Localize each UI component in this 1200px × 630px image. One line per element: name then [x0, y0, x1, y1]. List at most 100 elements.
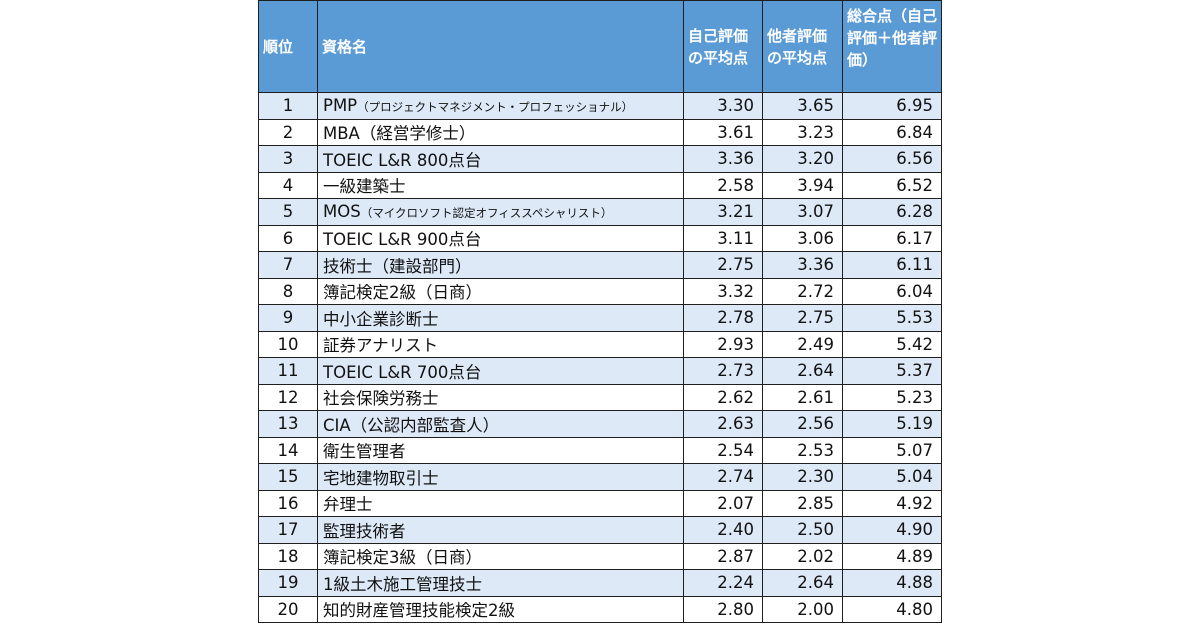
certification-name: 簿記検定2級（日商） — [323, 283, 482, 303]
table-row: 10 証券アナリスト 2.93 2.49 5.42 — [258, 330, 942, 358]
table-row: 20 知的財産管理技能検定2級 2.80 2.00 4.80 — [258, 595, 942, 623]
other-avg-cell: 2.72 — [762, 277, 843, 305]
self-avg-cell: 2.07 — [683, 489, 763, 517]
certification-name: MOS — [323, 202, 361, 222]
certification-name-cell: MOS（マイクロソフト認定オフィススペシャリスト） — [317, 198, 684, 226]
certification-name: 中小企業診断士 — [323, 309, 439, 329]
certification-name-cell: 弁理士 — [317, 489, 684, 517]
table-row: 3 TOEIC L&R 800点台 3.36 3.20 6.56 — [258, 145, 942, 173]
self-avg-cell: 3.11 — [683, 224, 763, 252]
other-avg-cell: 2.30 — [762, 463, 843, 491]
certification-name: MBA（経営学修士） — [323, 124, 476, 144]
certification-name-cell: 宅地建物取引士 — [317, 463, 684, 491]
table-row: 6 TOEIC L&R 900点台 3.11 3.06 6.17 — [258, 224, 942, 252]
other-avg-cell: 3.23 — [762, 118, 843, 146]
other-avg-cell: 3.94 — [762, 171, 843, 199]
self-avg-cell: 3.30 — [683, 92, 763, 120]
certification-name: TOEIC L&R 900点台 — [323, 230, 482, 250]
other-avg-cell: 3.07 — [762, 198, 843, 226]
other-avg-cell: 2.49 — [762, 330, 843, 358]
table-row: 18 簿記検定3級（日商） 2.87 2.02 4.89 — [258, 542, 942, 570]
other-avg-cell: 3.20 — [762, 145, 843, 173]
rank-cell: 8 — [258, 277, 318, 305]
table-row: 9 中小企業診断士 2.78 2.75 5.53 — [258, 304, 942, 332]
certification-name-cell: 簿記検定2級（日商） — [317, 277, 684, 305]
table-row: 5 MOS（マイクロソフト認定オフィススペシャリスト） 3.21 3.07 6.28 — [258, 198, 942, 226]
total-score-cell: 6.95 — [842, 92, 942, 120]
other-avg-cell: 2.85 — [762, 489, 843, 517]
total-score-cell: 6.52 — [842, 171, 942, 199]
ranking-table-container: 順位 資格名 自己評価の平均点 他者評価の平均点 総合点（自己評価＋他者評価） … — [258, 0, 942, 623]
table-body: 1 PMP（プロジェクトマネジメント・プロフェッショナル） 3.30 3.65 6.95… — [258, 92, 942, 623]
header-name: 資格名 — [317, 0, 684, 93]
rank-cell: 9 — [258, 304, 318, 332]
certification-name: 衛生管理者 — [323, 442, 406, 462]
self-avg-cell: 2.80 — [683, 595, 763, 623]
certification-name-cell: CIA（公認内部監査人） — [317, 410, 684, 438]
total-score-cell: 6.56 — [842, 145, 942, 173]
self-avg-cell: 2.62 — [683, 383, 763, 411]
self-avg-cell: 2.75 — [683, 251, 763, 279]
certification-name: 1級土木施工管理技士 — [323, 574, 482, 594]
rank-cell: 7 — [258, 251, 318, 279]
header-self-avg: 自己評価の平均点 — [683, 0, 763, 93]
certification-name-cell: 知的財産管理技能検定2級 — [317, 595, 684, 623]
self-avg-cell: 2.58 — [683, 171, 763, 199]
total-score-cell: 4.80 — [842, 595, 942, 623]
certification-name-cell: 社会保険労務士 — [317, 383, 684, 411]
total-score-cell: 5.07 — [842, 436, 942, 464]
self-avg-cell: 2.87 — [683, 542, 763, 570]
certification-full-name-note: （マイクロソフト認定オフィススペシャリスト） — [360, 206, 613, 221]
total-score-cell: 5.04 — [842, 463, 942, 491]
certification-name-cell: 証券アナリスト — [317, 330, 684, 358]
total-score-cell: 5.19 — [842, 410, 942, 438]
other-avg-cell: 2.75 — [762, 304, 843, 332]
self-avg-cell: 3.36 — [683, 145, 763, 173]
certification-name-cell: 技術士（建設部門） — [317, 251, 684, 279]
certification-full-name-note: （プロジェクトマネジメント・プロフェッショナル） — [357, 100, 634, 115]
rank-cell: 5 — [258, 198, 318, 226]
rank-cell: 15 — [258, 463, 318, 491]
table-row: 14 衛生管理者 2.54 2.53 5.07 — [258, 436, 942, 464]
table-row: 17 監理技術者 2.40 2.50 4.90 — [258, 516, 942, 544]
rank-cell: 1 — [258, 92, 318, 120]
rank-cell: 3 — [258, 145, 318, 173]
rank-cell: 13 — [258, 410, 318, 438]
table-header: 順位 資格名 自己評価の平均点 他者評価の平均点 総合点（自己評価＋他者評価） — [258, 0, 942, 93]
certification-name: CIA（公認内部監査人） — [323, 415, 500, 435]
certification-name-cell: 一級建築士 — [317, 171, 684, 199]
certification-name: 社会保険労務士 — [323, 389, 439, 409]
other-avg-cell: 3.06 — [762, 224, 843, 252]
total-score-cell: 4.90 — [842, 516, 942, 544]
rank-cell: 17 — [258, 516, 318, 544]
certification-name-cell: 中小企業診断士 — [317, 304, 684, 332]
certification-name-cell: MBA（経営学修士） — [317, 118, 684, 146]
total-score-cell: 5.42 — [842, 330, 942, 358]
rank-cell: 2 — [258, 118, 318, 146]
certification-name: 一級建築士 — [323, 177, 406, 197]
total-score-cell: 4.88 — [842, 569, 942, 597]
total-score-cell: 4.89 — [842, 542, 942, 570]
certification-name: TOEIC L&R 700点台 — [323, 362, 482, 382]
total-score-cell: 6.84 — [842, 118, 942, 146]
header-row: 順位 資格名 自己評価の平均点 他者評価の平均点 総合点（自己評価＋他者評価） — [258, 0, 942, 93]
self-avg-cell: 2.93 — [683, 330, 763, 358]
certification-name: TOEIC L&R 800点台 — [323, 150, 482, 170]
self-avg-cell: 2.78 — [683, 304, 763, 332]
self-avg-cell: 2.54 — [683, 436, 763, 464]
self-avg-cell: 3.32 — [683, 277, 763, 305]
total-score-cell: 5.23 — [842, 383, 942, 411]
other-avg-cell: 2.64 — [762, 569, 843, 597]
table-row: 11 TOEIC L&R 700点台 2.73 2.64 5.37 — [258, 357, 942, 385]
total-score-cell: 4.92 — [842, 489, 942, 517]
table-row: 4 一級建築士 2.58 3.94 6.52 — [258, 171, 942, 199]
table-row: 13 CIA（公認内部監査人） 2.63 2.56 5.19 — [258, 410, 942, 438]
certification-name: PMP — [323, 96, 358, 116]
certification-name-cell: 監理技術者 — [317, 516, 684, 544]
certification-name: 宅地建物取引士 — [323, 468, 439, 488]
rank-cell: 6 — [258, 224, 318, 252]
self-avg-cell: 3.61 — [683, 118, 763, 146]
rank-cell: 10 — [258, 330, 318, 358]
rank-cell: 4 — [258, 171, 318, 199]
certification-name: 技術士（建設部門） — [323, 256, 472, 276]
